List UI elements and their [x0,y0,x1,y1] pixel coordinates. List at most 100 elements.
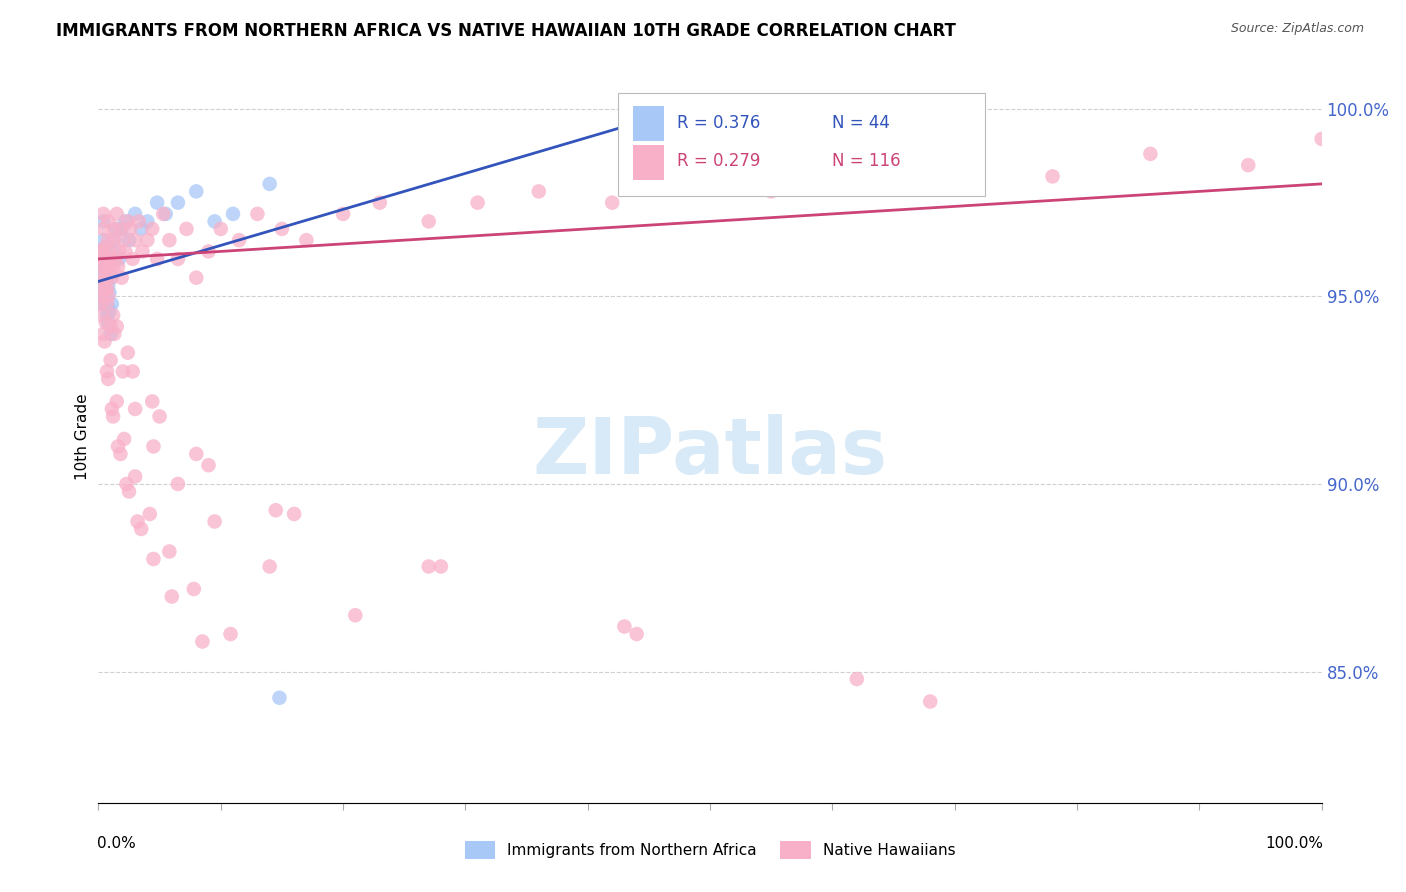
Point [136,214,159,228]
Point [111,364,134,378]
Point [120,222,142,236]
Point [124,469,146,483]
Point [209,222,232,236]
Point [101,270,124,285]
Point [90,297,112,311]
Point [105,207,128,221]
Point [222,207,245,221]
Point [1042,169,1064,184]
Point [91,233,114,247]
Point [96,364,118,378]
Point [845,169,868,184]
Point [90,297,112,311]
Point [418,214,440,228]
Point [259,559,281,574]
Point [228,233,250,247]
Point [93,241,115,255]
Point [115,477,138,491]
Point [94,297,117,311]
Point [675,177,697,191]
Point [93,260,115,274]
Point [114,214,136,228]
Point [97,372,120,386]
Point [96,260,118,274]
Point [97,301,120,315]
Text: N = 44: N = 44 [832,113,890,131]
Point [121,252,143,266]
Point [114,244,136,259]
Point [94,316,117,330]
Point [93,252,115,266]
Point [91,308,114,322]
Point [93,270,115,285]
Text: ZIPatlas: ZIPatlas [533,414,887,490]
Point [127,515,149,529]
Point [101,308,124,322]
Point [176,222,198,236]
Point [97,316,120,330]
Text: R = 0.279: R = 0.279 [678,153,761,170]
Point [146,195,169,210]
Point [108,252,131,266]
Point [100,270,122,285]
Point [283,507,305,521]
Point [97,278,120,293]
Point [246,207,269,221]
Point [129,222,152,236]
Point [98,285,121,300]
Point [97,289,120,303]
Point [295,233,318,247]
Point [108,244,131,259]
Point [186,185,208,199]
Point [101,233,124,247]
Point [149,409,172,424]
Point [332,207,354,221]
Point [104,252,127,266]
Point [103,222,125,236]
Point [105,394,128,409]
Point [97,214,120,228]
Text: 0.0%: 0.0% [97,836,136,851]
Point [146,252,169,266]
Point [167,477,190,491]
Point [1237,158,1260,172]
Point [111,222,134,236]
Point [101,297,124,311]
Point [344,608,367,623]
Point [91,263,114,277]
Point [110,447,132,461]
Point [1139,147,1161,161]
Point [103,233,125,247]
Point [204,214,226,228]
Point [124,401,146,416]
Point [96,308,118,322]
FancyBboxPatch shape [633,145,664,179]
Point [98,304,121,318]
Y-axis label: 10th Grade: 10th Grade [75,393,90,481]
Point [1310,132,1333,146]
Point [155,207,177,221]
Point [100,252,122,266]
Point [100,353,122,368]
Point [600,195,623,210]
Point [89,285,111,300]
Point [467,195,489,210]
Point [186,447,208,461]
Point [136,233,159,247]
Point [117,345,139,359]
Point [845,672,868,686]
Point [129,522,152,536]
Text: IMMIGRANTS FROM NORTHERN AFRICA VS NATIVE HAWAIIAN 10TH GRADE CORRELATION CHART: IMMIGRANTS FROM NORTHERN AFRICA VS NATIV… [56,22,956,40]
Text: 100.0%: 100.0% [1265,836,1323,851]
Point [91,248,114,262]
Point [101,401,124,416]
Point [141,222,163,236]
Point [98,260,121,274]
Point [118,484,141,499]
Point [103,326,125,341]
Point [131,244,153,259]
Point [91,244,114,259]
Point [160,590,183,604]
Point [97,233,120,247]
Point [91,289,114,303]
